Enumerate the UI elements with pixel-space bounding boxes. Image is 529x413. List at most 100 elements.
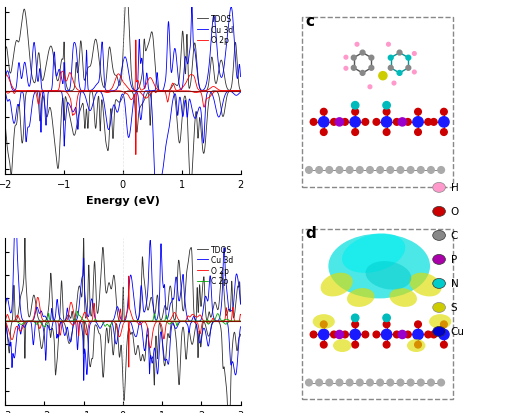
Cu 3d <box>189 4 195 9</box>
O 2p <box>101 319 107 324</box>
Ellipse shape <box>329 234 430 299</box>
Circle shape <box>431 331 437 338</box>
Circle shape <box>352 321 359 328</box>
Legend: TDOS, Cu 3d, O 2p, C 2p: TDOS, Cu 3d, O 2p, C 2p <box>194 242 236 289</box>
TDOS <box>2 319 8 324</box>
Text: N: N <box>451 279 459 289</box>
Ellipse shape <box>347 288 375 307</box>
Cu 3d <box>101 319 107 324</box>
O 2p <box>103 319 109 324</box>
TDOS <box>173 307 179 312</box>
O 2p <box>233 89 239 94</box>
Circle shape <box>369 56 374 61</box>
Circle shape <box>427 379 434 386</box>
Circle shape <box>441 321 447 328</box>
Circle shape <box>310 119 317 126</box>
Ellipse shape <box>407 339 425 352</box>
O 2p <box>173 313 179 318</box>
Circle shape <box>344 67 348 71</box>
Circle shape <box>342 331 348 338</box>
Circle shape <box>392 82 396 86</box>
TDOS <box>103 82 109 87</box>
Circle shape <box>373 119 380 126</box>
Circle shape <box>318 117 329 128</box>
Circle shape <box>362 119 369 126</box>
Circle shape <box>360 71 365 76</box>
C 2p <box>173 319 179 324</box>
C 2p <box>238 319 244 324</box>
O 2p <box>133 38 139 43</box>
Circle shape <box>381 330 392 340</box>
Circle shape <box>439 117 449 128</box>
O 2p <box>93 89 99 94</box>
Circle shape <box>306 167 312 174</box>
Circle shape <box>326 379 333 386</box>
Circle shape <box>321 129 327 136</box>
Circle shape <box>362 331 369 338</box>
TDOS <box>230 315 236 320</box>
Circle shape <box>316 379 323 386</box>
Text: d: d <box>305 226 316 241</box>
Ellipse shape <box>389 288 417 307</box>
Circle shape <box>387 379 394 386</box>
Circle shape <box>369 66 374 71</box>
TDOS <box>80 233 87 238</box>
TDOS <box>207 62 214 66</box>
Cu 3d <box>173 275 179 280</box>
O 2p <box>238 89 244 94</box>
TDOS <box>103 290 109 295</box>
Circle shape <box>387 43 390 47</box>
Circle shape <box>388 56 393 61</box>
Circle shape <box>335 331 343 339</box>
Circle shape <box>406 66 411 71</box>
Circle shape <box>351 56 356 61</box>
Circle shape <box>415 342 422 348</box>
Circle shape <box>326 167 333 174</box>
Circle shape <box>335 119 343 127</box>
Cu 3d <box>233 67 239 72</box>
Bar <box>302 230 453 399</box>
Circle shape <box>405 119 411 126</box>
Circle shape <box>381 117 392 128</box>
Line: TDOS: TDOS <box>5 0 241 92</box>
Circle shape <box>344 56 348 60</box>
Ellipse shape <box>342 234 405 273</box>
Circle shape <box>352 109 359 116</box>
TDOS <box>114 308 120 313</box>
TDOS <box>233 44 239 49</box>
C 2p <box>74 309 80 314</box>
Circle shape <box>367 167 373 174</box>
Cu 3d <box>149 89 156 94</box>
C 2p <box>103 319 109 324</box>
Circle shape <box>441 129 447 136</box>
Circle shape <box>384 129 390 136</box>
Circle shape <box>350 330 360 340</box>
Circle shape <box>407 167 414 174</box>
O 2p <box>2 74 8 78</box>
Circle shape <box>398 331 406 339</box>
Circle shape <box>394 119 400 126</box>
Ellipse shape <box>333 339 351 352</box>
Circle shape <box>368 86 372 89</box>
Cu 3d <box>230 303 236 308</box>
X-axis label: Energy (eV): Energy (eV) <box>86 195 160 205</box>
TDOS <box>29 75 35 80</box>
Circle shape <box>413 71 416 75</box>
Circle shape <box>417 167 424 174</box>
Circle shape <box>351 314 359 322</box>
Text: Cu: Cu <box>451 327 464 337</box>
Cu 3d <box>2 77 8 82</box>
Circle shape <box>331 119 338 126</box>
Circle shape <box>352 129 359 136</box>
Cu 3d <box>93 84 99 89</box>
Circle shape <box>352 342 359 348</box>
O 2p <box>43 89 49 94</box>
TDOS <box>43 64 49 69</box>
Circle shape <box>387 167 394 174</box>
Circle shape <box>427 167 434 174</box>
O 2p <box>35 89 41 94</box>
O 2p <box>125 274 132 279</box>
Circle shape <box>351 66 356 71</box>
Text: c: c <box>305 14 314 29</box>
Circle shape <box>357 167 363 174</box>
